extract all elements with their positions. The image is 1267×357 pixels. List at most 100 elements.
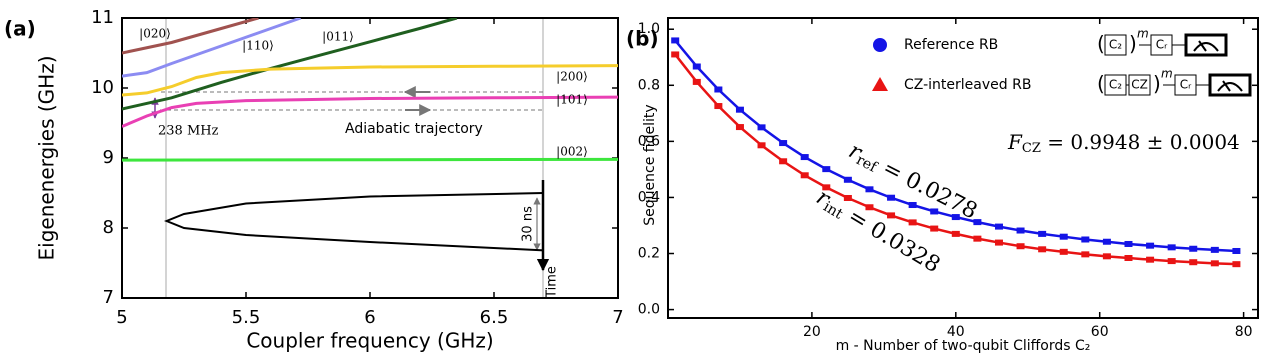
data-point [1146,256,1155,263]
x-tick-label: 6.5 [480,307,509,328]
data-point [843,176,852,183]
x-tick-label: 5.5 [232,307,261,328]
data-point [865,186,874,193]
series-label: |101⟩ [556,93,588,107]
y-tick-label: 9 [103,147,114,168]
x-tick-label: 7 [612,307,623,328]
series-line [122,95,618,128]
annotation: 30 ns [521,206,536,242]
data-point [1016,227,1025,234]
data-point [1146,242,1155,249]
y-tick-label: 0.6 [638,133,660,149]
circuit-power: m [1137,27,1149,41]
circuit-power: m [1161,67,1173,81]
x-tick-label: 6 [364,307,375,328]
panel-label: (a) [4,17,36,41]
data-point [973,219,982,226]
data-point [1102,238,1111,245]
data-point [735,124,744,131]
data-point [1081,251,1090,258]
data-point [1167,244,1176,251]
data-point [1124,255,1133,261]
annotation-text: = 0.0328 [838,200,945,278]
annotation-text: = 0.9948 ± 0.0004 [1041,130,1240,154]
data-point [1059,233,1068,240]
x-axis-label: m - Number of two-qubit Cliffords C₂ [836,338,1091,354]
circuit-paren: ( [1097,72,1105,96]
y-tick-label: 8 [103,217,114,238]
y-tick-label: 1.0 [638,21,660,37]
annotation-subscript: CZ [1022,141,1041,156]
data-point [1167,258,1176,265]
data-point [822,166,831,173]
series-label: |200⟩ [556,70,588,84]
data-point [671,51,680,58]
y-axis-label: Eigenenergies (GHz) [35,56,59,261]
data-point [1102,253,1111,260]
data-point [887,212,896,219]
data-point [843,195,852,201]
data-point [930,208,939,215]
data-point [671,37,680,44]
series-label: |002⟩ [556,145,588,159]
x-tick-label: 40 [947,324,965,340]
series-line [122,64,618,97]
data-point [714,86,723,93]
annotation-symbol: F [1007,130,1023,154]
data-point [1081,236,1090,243]
legend-marker [873,38,887,52]
series-label: |020⟩ [139,27,171,41]
data-point [994,223,1003,230]
series-line [122,18,302,78]
y-tick-label: 0.2 [638,246,660,262]
data-point [951,230,960,237]
data-point [1189,259,1198,266]
circuit-paren: ( [1097,32,1105,56]
data-point [692,63,701,70]
circuit-gate-label: Cᵣ [1180,78,1192,92]
circuit-gate-label: C₂ [1109,38,1122,52]
series-line [122,18,458,111]
data-point [779,158,788,165]
data-point [800,172,809,179]
measurement [1208,73,1252,97]
data-point [1059,248,1068,255]
y-tick-label: 11 [91,7,114,28]
data-point [994,239,1003,246]
series-line [163,192,544,252]
data-point [1038,246,1047,253]
measurement [1184,33,1228,57]
series-line [122,157,618,162]
data-point [757,124,766,131]
data-point [1016,243,1025,250]
data-point [1210,260,1219,267]
data-point [714,103,723,110]
data-point [908,202,917,209]
data-point [1038,230,1047,237]
annotation: Adiabatic trajectory [345,121,483,137]
x-tick-label: 60 [1091,324,1109,340]
plot-frame [667,17,1259,319]
data-point [779,140,788,147]
x-tick-label: 5 [116,307,127,328]
y-tick-label: 0.4 [638,189,660,205]
circuit-paren: ) [1129,32,1137,56]
data-point [692,78,701,85]
x-tick-label: 20 [803,324,821,340]
data-point [800,154,809,161]
annotation: 238 MHz [158,124,219,139]
legend-label: Reference RB [904,37,998,53]
measurement-dial [1217,80,1243,92]
circuit-gate [1128,74,1151,96]
data-point [887,194,896,201]
data-point [757,142,766,149]
data-point [1232,261,1241,268]
series-line [122,18,259,55]
data-point [1189,245,1198,252]
y-tick-label: 7 [103,287,114,308]
y-tick-label: 10 [91,77,114,98]
data-point [930,225,939,232]
legend-marker [872,77,888,91]
y-tick-label: 0.0 [638,302,660,318]
